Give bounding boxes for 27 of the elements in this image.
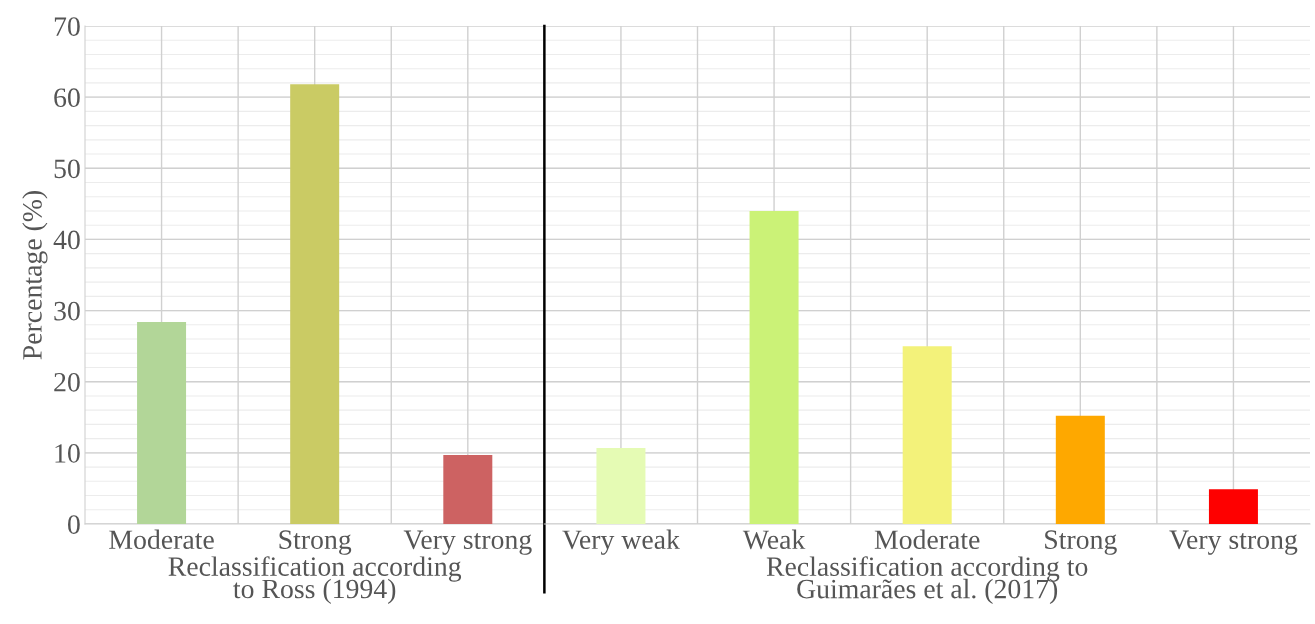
y-tick-label: 10 — [55, 444, 80, 463]
bar — [749, 210, 799, 524]
x-axis-title: Reclassification according to Guimarães et al. (2017) — [766, 556, 1088, 605]
y-tick-label: 20 — [54, 372, 80, 392]
x-tick-label: Moderate — [874, 529, 980, 550]
x-tick-label: Very strong — [1169, 530, 1298, 555]
x-axis-title: Reclassification according to Ross (1994) — [168, 556, 462, 604]
bar — [443, 454, 493, 524]
bar — [596, 447, 646, 524]
bar — [1055, 415, 1105, 524]
x-tick-label: Very weak — [562, 529, 680, 555]
y-tick-label: 30 — [54, 301, 80, 321]
y-axis-title: Percentage (%) — [22, 191, 48, 360]
x-tick-label: Very strong — [403, 530, 532, 555]
y-tick-label: 60 — [54, 88, 80, 108]
bar — [137, 321, 187, 524]
x-tick-label: Strong — [279, 530, 352, 555]
y-tick-label: 40 — [53, 230, 80, 250]
bar — [290, 84, 340, 524]
y-tick-label: 0 — [68, 515, 80, 534]
bar — [1208, 489, 1258, 524]
x-tick-label: Moderate — [109, 529, 214, 550]
x-tick-label: Strong — [1045, 530, 1117, 555]
bar — [902, 346, 952, 524]
y-tick-label: 70 — [54, 17, 80, 36]
x-tick-label: Weak — [742, 529, 806, 550]
y-tick-label: 50 — [54, 159, 80, 179]
